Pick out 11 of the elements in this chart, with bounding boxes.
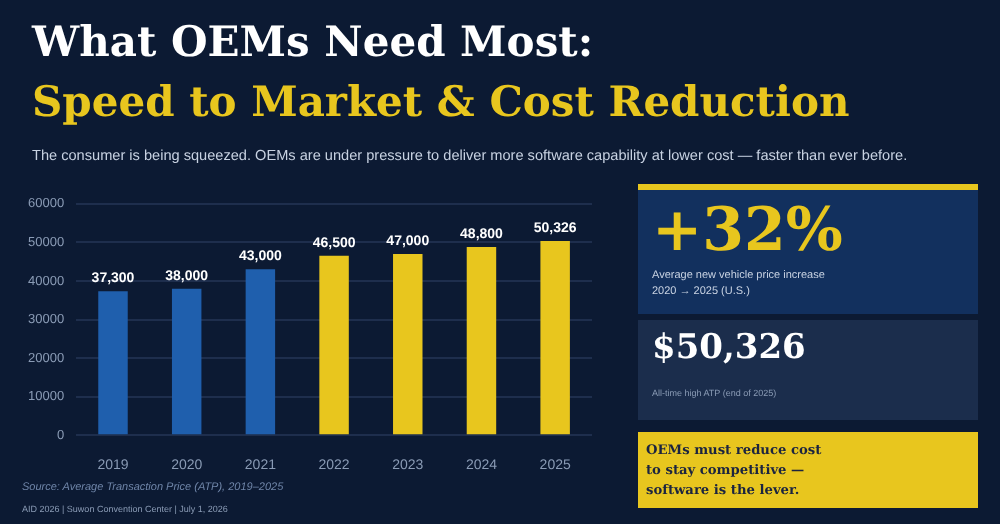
bar bbox=[98, 291, 128, 435]
bar bbox=[245, 269, 276, 435]
bar bbox=[393, 253, 423, 435]
text: $50,326 bbox=[652, 328, 806, 368]
bar bbox=[171, 288, 202, 435]
chart-subtitle: Speed to Market & Cost Reduction bbox=[32, 76, 850, 126]
bar bbox=[466, 247, 497, 435]
chart-title: What OEMs Need Most: bbox=[32, 16, 594, 66]
bar bbox=[319, 255, 349, 435]
text: +32% bbox=[652, 196, 843, 266]
bar bbox=[540, 241, 570, 435]
